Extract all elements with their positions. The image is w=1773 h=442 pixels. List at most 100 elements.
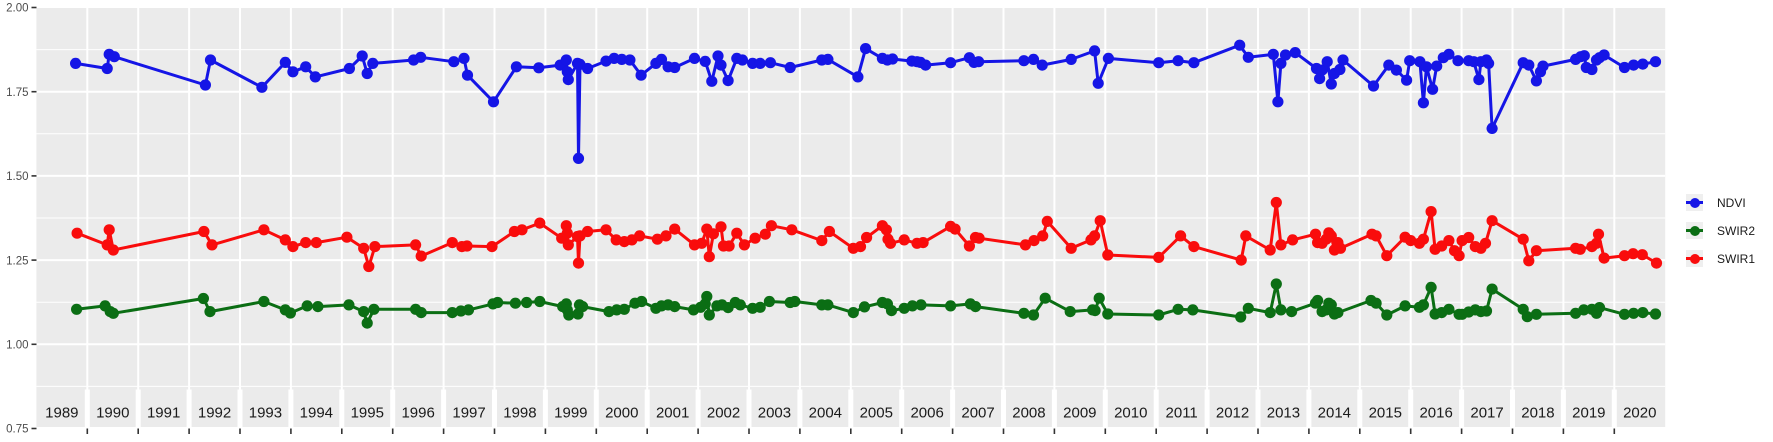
y-tick-label-0.75: 0.75 [6,424,28,436]
data-point-SWIR2 [1064,306,1076,318]
data-point-NDVI [487,96,500,108]
x-tick-label-2007: 2007 [961,405,994,422]
data-point-NDVI [822,53,834,65]
y-tick-label-1.75: 1.75 [6,87,28,99]
x-tick-label-2015: 2015 [1369,405,1402,422]
x-tick-label-1991: 1991 [147,405,180,422]
x-tick-label-2012: 2012 [1216,405,1249,422]
data-point-SWIR1 [300,237,312,249]
data-point-SWIR2 [789,295,801,308]
data-point-NDVI [309,71,321,83]
data-point-SWIR2 [509,297,521,309]
data-point-SWIR1 [415,250,427,262]
data-point-NDVI [635,69,647,81]
data-point-NDVI [754,57,766,69]
data-point-SWIR2 [1270,278,1282,290]
data-point-SWIR1 [816,235,828,247]
data-point-NDVI [1153,57,1165,69]
data-point-SWIR2 [763,295,776,308]
x-tick-label-2000: 2000 [605,405,638,422]
x-tick-label-2018: 2018 [1521,405,1554,422]
data-point-SWIR2 [1649,308,1662,320]
data-point-SWIR2 [343,299,355,311]
year-box-gap [1357,389,1363,427]
legend-key-ndvi [1686,194,1703,211]
x-tick-label-2017: 2017 [1470,405,1503,422]
data-point-SWIR1 [898,234,910,246]
data-point-SWIR1 [1235,254,1247,266]
data-point-SWIR1 [660,230,672,242]
x-tick-label-2008: 2008 [1012,405,1045,422]
data-point-SWIR2 [368,303,380,315]
data-point-NDVI [256,81,268,93]
data-point-SWIR1 [561,227,573,239]
data-point-SWIR2 [703,309,715,321]
year-box-gap [848,389,854,427]
data-point-NDVI [1172,55,1184,67]
data-point-NDVI [101,62,113,75]
data-point-NDVI [1325,78,1337,90]
data-point-SWIR1 [696,237,708,249]
legend-label-swir1: SWIR1 [1717,251,1756,266]
data-point-SWIR2 [301,300,313,312]
data-point-SWIR2 [534,295,546,308]
data-point-NDVI [624,54,636,66]
legend: NDVI SWIR2 SWIR1 [1686,194,1755,278]
data-point-NDVI [287,66,299,78]
data-point-SWIR2 [258,295,270,308]
data-point-SWIR2 [415,307,427,319]
data-point-NDVI [1637,58,1649,70]
ndvi-point-icon [1689,197,1700,208]
data-point-NDVI [1420,61,1433,73]
data-point-NDVI [343,62,355,75]
data-point-SWIR2 [462,304,475,316]
data-point-NDVI [1102,52,1114,64]
year-box-gap [135,389,141,427]
data-point-SWIR2 [1093,292,1105,304]
data-point-SWIR1 [1102,249,1114,261]
data-point-SWIR2 [492,296,504,309]
data-point-SWIR2 [1417,299,1429,311]
data-point-SWIR2 [669,301,681,313]
data-point-SWIR1 [1479,237,1492,249]
data-point-NDVI [1649,56,1662,68]
data-point-NDVI [715,59,727,71]
y-tick-label-1.00: 1.00 [6,340,28,352]
data-point-SWIR2 [358,306,370,318]
data-point-SWIR1 [1037,230,1049,242]
data-point-NDVI [973,56,985,68]
data-point-SWIR2 [1027,309,1040,321]
data-point-NDVI [688,52,701,64]
data-point-NDVI [1279,49,1292,61]
data-point-NDVI [1417,97,1429,109]
data-point-NDVI [1390,64,1402,76]
data-point-SWIR1 [1405,235,1417,247]
data-point-NDVI [560,54,572,66]
x-tick-label-1989: 1989 [45,405,78,422]
data-point-SWIR1 [410,239,422,251]
data-point-NDVI [1272,96,1284,108]
data-point-SWIR1 [258,224,270,236]
x-tick-label-2004: 2004 [809,405,842,422]
x-tick-label-2003: 2003 [758,405,791,422]
x-tick-label-2020: 2020 [1623,405,1656,422]
data-point-SWIR1 [287,241,299,253]
data-point-SWIR1 [707,228,720,240]
year-box-gap [695,389,701,427]
data-point-SWIR1 [103,224,115,236]
data-point-NDVI [920,59,932,71]
x-tick-label-2001: 2001 [656,405,689,422]
data-point-SWIR2 [1578,304,1590,316]
data-point-NDVI [616,53,628,65]
data-point-SWIR1 [310,237,322,249]
data-point-SWIR1 [1463,231,1475,244]
data-point-SWIR1 [949,223,961,235]
data-point-SWIR2 [885,305,898,317]
data-point-NDVI [784,61,796,74]
data-point-NDVI [1092,77,1104,89]
year-box-gap [593,389,599,427]
data-point-SWIR2 [1480,305,1493,317]
data-point-SWIR2 [906,300,919,312]
year-box-gap [492,389,497,427]
